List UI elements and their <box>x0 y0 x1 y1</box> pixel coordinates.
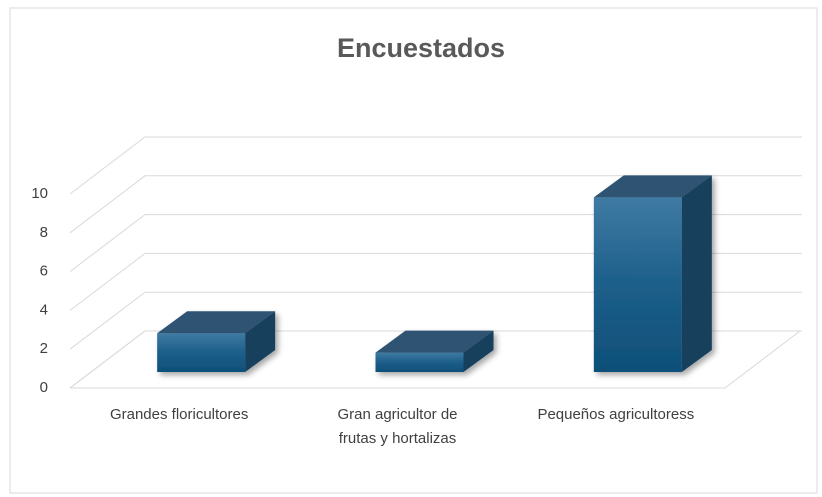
grid-line <box>69 330 802 389</box>
x-tick-label: Gran agricultor de frutas y hortalizas <box>337 406 457 447</box>
bar-top <box>157 311 276 334</box>
grid-line <box>69 252 802 311</box>
bar-top <box>375 330 494 353</box>
chart-title: Encuestados <box>337 33 505 63</box>
y-tick-label: 6 <box>40 263 48 280</box>
bar <box>157 311 276 372</box>
grid-line <box>69 175 802 234</box>
grid-line <box>69 136 802 195</box>
bar <box>593 175 712 372</box>
bar-top <box>593 175 712 198</box>
y-tick-label: 0 <box>40 379 48 396</box>
bar-side <box>463 330 494 372</box>
bar-front <box>157 333 246 372</box>
x-tick-label: Grandes floricultores <box>110 406 248 423</box>
y-tick-label: 2 <box>40 340 48 357</box>
bar-side <box>681 175 712 372</box>
y-tick-label: 4 <box>40 301 48 318</box>
bar-front <box>375 352 464 372</box>
bar <box>375 330 494 372</box>
y-tick-label: 8 <box>40 224 48 241</box>
grid-line <box>69 291 802 350</box>
x-tick-label: Pequeños agricultoress <box>537 406 694 423</box>
bar-side <box>245 311 276 372</box>
bar-front <box>593 197 682 372</box>
y-tick-label: 10 <box>31 185 48 202</box>
grid-line <box>69 214 802 272</box>
